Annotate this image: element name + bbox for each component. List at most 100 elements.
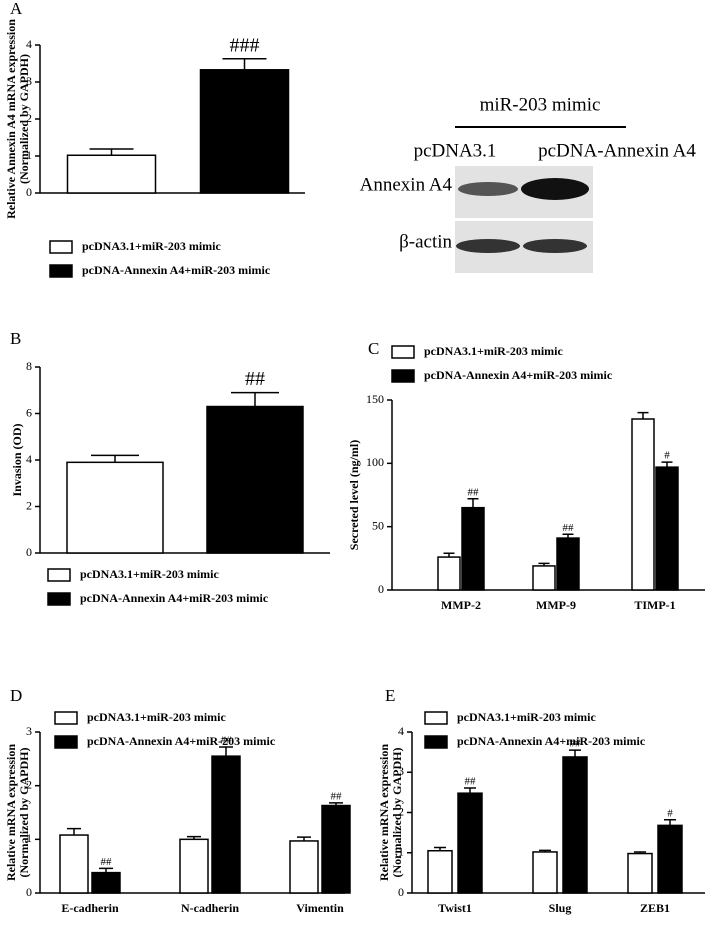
y-tick-label: 0 [26,185,32,199]
bar [437,556,461,591]
y-axis-label: (Normalized by GAPDH) [390,748,404,878]
bar [657,824,683,894]
y-axis-label: Relative mRNA expression [4,744,18,881]
bar [206,405,304,554]
bar [211,755,241,894]
legend-label: pcDNA3.1+miR-203 mimic [80,567,219,581]
panel-label: D [10,686,22,705]
error-bar [434,846,446,851]
row-label: Annexin A4 [360,174,453,195]
y-tick-label: 8 [26,359,32,373]
y-tick-label: 4 [26,37,32,51]
bar [631,418,655,591]
bar [461,506,485,591]
y-axis-label: Relative Annexin A4 mRNA expression [4,19,18,219]
legend-swatch [49,240,73,254]
y-tick-label: 50 [372,518,384,532]
bar [627,852,653,894]
legend-swatch [49,264,73,278]
lane-label: pcDNA-Annexin A4 [538,140,696,161]
error-bar [99,867,113,873]
blot-band [523,239,587,253]
error-bar [187,835,201,840]
error-bar [538,562,550,566]
y-tick-label: 150 [366,392,384,406]
error-bar [634,851,646,854]
bar [199,69,290,194]
y-tick-label: 4 [26,452,32,466]
significance-mark: ## [570,738,582,750]
bar [655,466,679,591]
blot-band [456,239,520,253]
chart-panel: E 0 1 2 3 4 Relative mRNA expression (Normalize… [377,686,705,915]
error-bar [89,148,134,156]
bar [321,804,351,894]
significance-mark: ## [245,368,265,390]
bar [289,840,319,894]
significance-mark: ## [221,735,233,747]
error-bar [297,836,311,841]
y-tick-label: 1 [26,831,32,845]
bar [91,871,121,894]
error-bar [219,746,233,757]
x-tick-label: MMP-9 [536,598,576,612]
error-bar [569,749,581,757]
error-bar [67,827,81,836]
legend-swatch [424,735,448,749]
bar [556,537,580,591]
legend-label: pcDNA-Annexin A4+miR-203 mimic [80,591,269,605]
error-bar [637,411,649,419]
error-bar [464,787,476,794]
legend-label: pcDNA-Annexin A4+miR-203 mimic [82,263,271,277]
significance-mark: # [667,807,673,819]
bar [427,849,453,894]
legend-label: pcDNA3.1+miR-203 mimic [82,239,221,253]
chart-panel: B 0 2 4 6 8 Invasion (OD) pcDNA3.1+miR-203 mimi… [10,329,330,606]
x-tick-label: TIMP-1 [634,598,675,612]
x-tick-label: E-cadherin [61,901,119,915]
legend-swatch [391,345,415,359]
error-bar [329,802,343,806]
error-bar [91,454,139,463]
x-tick-label: N-cadherin [181,901,239,915]
error-bar [467,498,479,508]
legend-label: pcDNA-Annexin A4+miR-203 mimic [457,734,646,748]
error-bar [222,57,267,70]
y-tick-label: 4 [398,724,404,738]
error-bar [539,849,551,852]
y-tick-label: 3 [26,74,32,88]
y-tick-label: 1 [398,845,404,859]
legend-label: pcDNA-Annexin A4+miR-203 mimic [424,368,613,382]
x-tick-label: MMP-2 [441,598,481,612]
legend-label: pcDNA3.1+miR-203 mimic [457,710,596,724]
significance-mark: ## [101,856,113,868]
legend-swatch [47,568,71,582]
lane-label: pcDNA3.1 [414,140,497,161]
legend-swatch [54,735,78,749]
error-bar [562,533,574,539]
y-tick-label: 6 [26,405,32,419]
chart-panel: D 0 1 2 3 Relative mRNA expression (Normalized… [4,686,351,915]
bar [562,756,588,894]
y-axis-label: Relative mRNA expression [377,744,391,881]
western-blot: miR-203 mimic pcDNA3.1 pcDNA-Annexin A4 … [360,94,696,273]
y-tick-label: 3 [398,764,404,778]
blot-treatment: miR-203 mimic [480,94,601,115]
panel-label: E [385,686,395,705]
y-tick-label: 0 [26,545,32,559]
chart-panel: A 0 1 2 3 4 Relative Annexin A4 mRNA expressio… [4,0,305,278]
bar [59,834,89,894]
row-label: β-actin [399,231,452,252]
significance-mark: ## [563,522,575,534]
x-tick-label: ZEB1 [640,901,670,915]
error-bar [664,818,676,826]
blot-band [521,178,589,200]
bar [532,565,556,591]
y-tick-label: 2 [26,498,32,512]
chart-panel: C 0 50 100 150 Secreted level (ng/ml) MMP-2 MMP… [347,339,705,612]
y-tick-label: 3 [26,724,32,738]
significance-mark: ## [331,790,343,802]
legend-label: pcDNA-Annexin A4+miR-203 mimic [87,734,276,748]
error-bar [231,391,279,407]
